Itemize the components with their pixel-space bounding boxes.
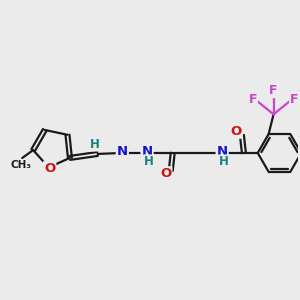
Text: H: H (90, 138, 100, 151)
Text: N: N (217, 146, 228, 158)
Text: F: F (290, 93, 298, 106)
Text: H: H (144, 155, 154, 168)
Text: CH₃: CH₃ (11, 160, 32, 170)
Text: F: F (248, 93, 257, 106)
Text: O: O (230, 125, 242, 138)
Text: O: O (44, 162, 55, 175)
Text: N: N (117, 146, 128, 158)
Text: F: F (269, 84, 278, 97)
Text: O: O (160, 167, 171, 180)
Text: N: N (142, 146, 153, 158)
Text: H: H (219, 155, 229, 168)
